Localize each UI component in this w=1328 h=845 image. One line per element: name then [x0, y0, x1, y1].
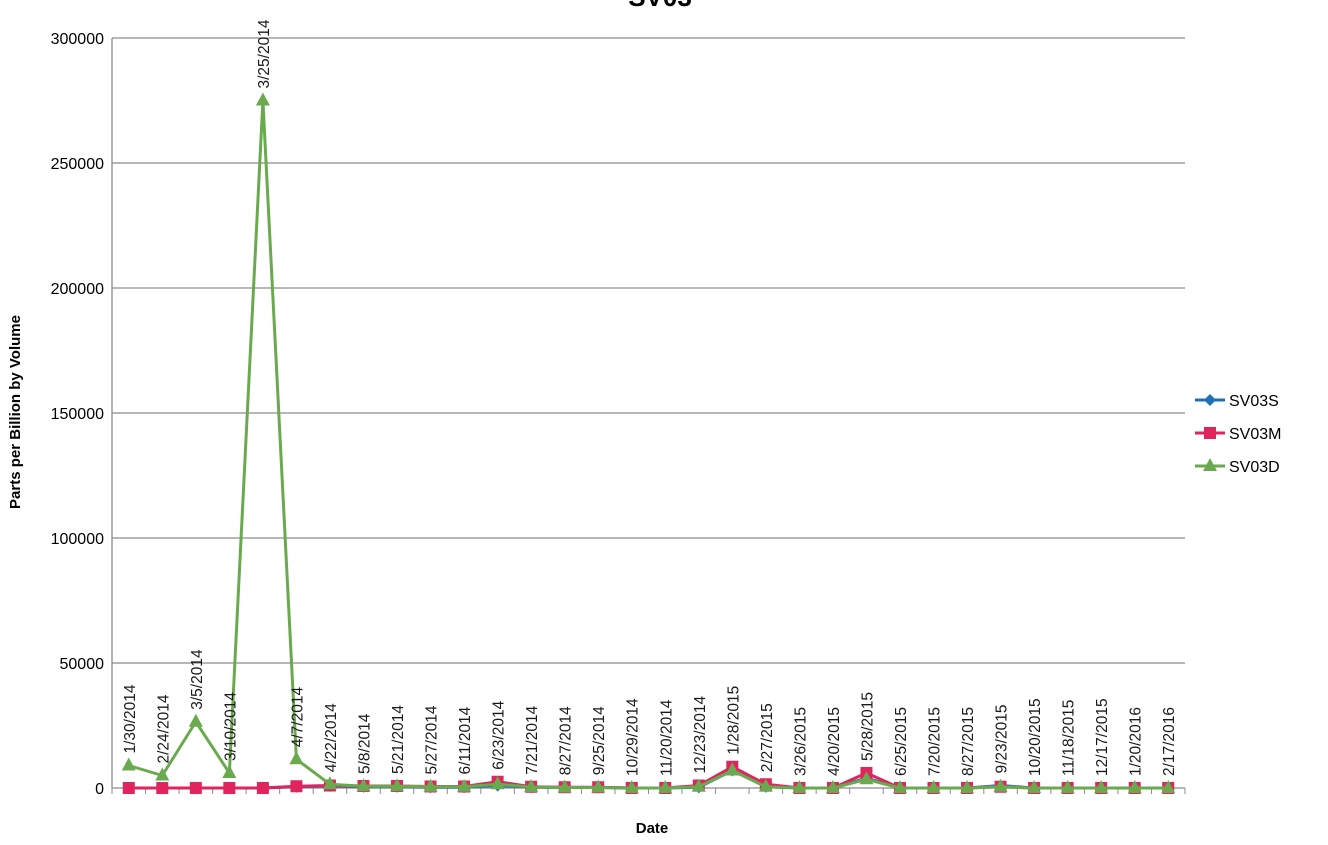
data-label: 11/20/2014 [658, 699, 675, 776]
data-label: 2/24/2014 [155, 694, 172, 763]
y-tick-label: 0 [95, 781, 104, 798]
data-point [825, 780, 840, 793]
point-annotations: 1/30/2014 2/24/2014 3/5/2014 3/10/2014 3/25/… [122, 19, 1178, 776]
y-tick-label: 50000 [60, 656, 105, 673]
y-tick-label: 200000 [51, 281, 104, 298]
data-label: 5/27/2014 [424, 705, 441, 774]
data-point [1027, 780, 1042, 793]
data-label: 6/23/2014 [491, 700, 508, 769]
data-point [189, 782, 202, 794]
data-label: 7/20/2015 [927, 707, 944, 776]
data-point [960, 780, 975, 793]
data-label: 8/27/2014 [558, 706, 575, 775]
data-point [122, 782, 135, 794]
data-point [658, 780, 673, 793]
data-point [892, 780, 907, 793]
data-label: 9/25/2014 [591, 706, 608, 775]
data-point [1203, 458, 1217, 471]
data-label: 4/20/2015 [826, 707, 843, 776]
legend-label: SV03D [1229, 459, 1280, 476]
data-point [121, 757, 136, 771]
data-label: 8/27/2015 [960, 707, 977, 776]
data-point [926, 780, 941, 793]
legend-item: SV03D [1195, 458, 1280, 476]
y-tick-label: 150000 [51, 406, 104, 423]
data-point [290, 780, 303, 793]
data-point [155, 767, 170, 781]
data-label: 7/21/2014 [524, 705, 541, 774]
data-point [691, 778, 706, 792]
data-point [223, 782, 236, 794]
data-point [423, 778, 438, 792]
data-point [725, 762, 740, 776]
data-point [222, 765, 237, 778]
data-point [322, 776, 337, 790]
legend: SV03S SV03M SV03D [1195, 393, 1281, 476]
data-label: 11/18/2015 [1061, 700, 1078, 776]
legend-label: SV03M [1229, 426, 1281, 443]
data-point [188, 713, 203, 727]
data-point [156, 782, 169, 794]
data-label: 10/20/2015 [1027, 698, 1044, 776]
data-point [524, 779, 539, 792]
legend-label: SV03S [1229, 393, 1279, 410]
series-line [128, 99, 1169, 790]
data-point [1127, 780, 1142, 793]
data-point [1094, 780, 1109, 793]
data-point [792, 780, 807, 793]
data-point [289, 751, 304, 765]
data-point [859, 771, 874, 785]
y-tick-label: 100000 [51, 531, 104, 548]
data-label: 1/20/2016 [1128, 707, 1145, 776]
data-point [993, 778, 1008, 792]
data-label: 1/28/2015 [725, 686, 742, 755]
data-point [624, 780, 639, 793]
data-label: 1/30/2014 [122, 684, 139, 753]
legend-item: SV03M [1195, 426, 1281, 443]
data-point [591, 779, 606, 793]
data-label: 2/27/2015 [759, 703, 776, 772]
data-point [1204, 394, 1216, 406]
data-label: 6/11/2014 [457, 706, 474, 774]
data-label: 2/17/2016 [1161, 707, 1178, 776]
data-point [457, 778, 472, 792]
data-label: 3/25/2014 [256, 19, 273, 88]
x-axis-label: Date [636, 820, 669, 837]
data-label: 9/23/2015 [994, 705, 1011, 774]
series-SV03D [121, 92, 1176, 793]
y-tick-label: 300000 [51, 31, 104, 48]
data-point [490, 776, 505, 790]
data-point [356, 778, 371, 792]
data-label: 3/26/2015 [792, 707, 809, 776]
data-label: 12/23/2014 [692, 696, 709, 774]
data-point [1204, 427, 1216, 439]
data-point [1060, 780, 1075, 793]
chart-title: SV03 [628, 0, 692, 12]
data-label: 10/29/2014 [625, 698, 642, 776]
series-line [128, 765, 1169, 790]
data-label: 3/5/2014 [189, 649, 206, 710]
data-point [758, 778, 773, 792]
data-label: 6/25/2015 [893, 707, 910, 776]
gridlines [111, 37, 1186, 794]
series-layer [121, 92, 1176, 794]
data-point [390, 778, 405, 792]
data-label: 12/17/2015 [1094, 698, 1111, 776]
legend-item: SV03S [1195, 393, 1279, 410]
data-label: 5/21/2014 [390, 705, 407, 774]
data-point [557, 779, 572, 793]
data-point [1161, 780, 1176, 793]
y-tick-label: 250000 [51, 156, 104, 173]
data-label: 5/8/2014 [356, 713, 373, 774]
data-point [255, 92, 270, 106]
data-point [256, 782, 269, 794]
data-label: 5/28/2015 [859, 692, 876, 761]
data-label: 4/22/2014 [323, 703, 340, 772]
data-label: 4/7/2014 [289, 687, 306, 748]
y-axis-label: Parts per Billion by Volume [7, 315, 24, 509]
y-tick-labels: 0 50000 100000 150000 200000 250000 300000 [51, 31, 104, 798]
data-label: 3/10/2014 [222, 692, 239, 761]
